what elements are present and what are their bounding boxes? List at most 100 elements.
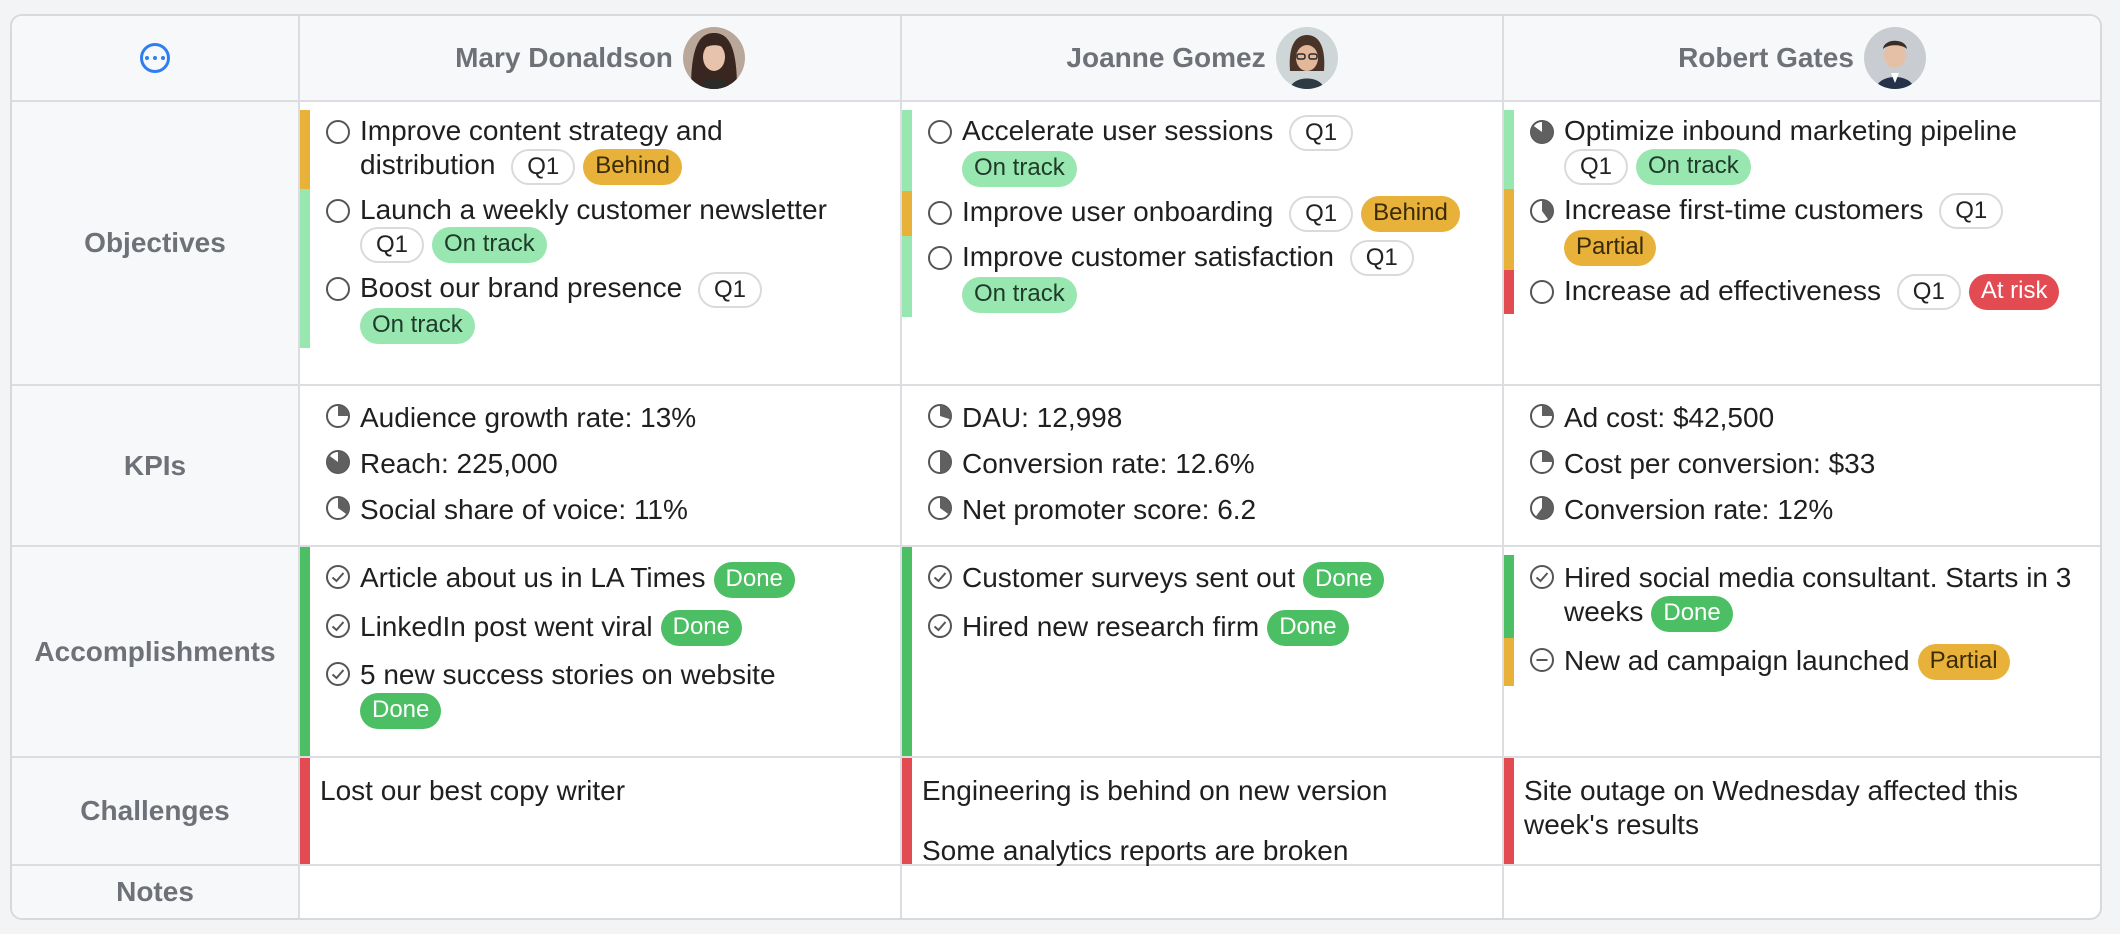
notes-cell-0[interactable]	[300, 866, 902, 918]
empty-circle-icon[interactable]	[324, 118, 352, 146]
quarter-badge[interactable]: Q1	[1896, 274, 1961, 311]
accomplishment-item[interactable]: New ad campaign launched Partial	[1504, 637, 2090, 687]
kpi-item[interactable]: Ad cost: $42,500	[1518, 394, 2090, 440]
accomplishment-item[interactable]: Hired new research firm Done	[902, 603, 1492, 653]
accomplishments-cell-0: Article about us in LA Times Done LinkedI…	[300, 547, 902, 758]
progress-pie-icon[interactable]	[926, 402, 954, 430]
kpi-item[interactable]: Audience growth rate: 13%	[314, 394, 890, 440]
accomplishment-text: LinkedIn post went viral	[360, 610, 653, 642]
kpi-item[interactable]: Conversion rate: 12%	[1518, 486, 2090, 532]
avatar[interactable]	[682, 27, 745, 89]
status-badge[interactable]: On track	[1636, 148, 1751, 185]
quarter-badge[interactable]: Q1	[360, 227, 425, 264]
accomplishment-text: 5 new success stories on website	[360, 659, 776, 691]
objective-item[interactable]: Increase ad effectiveness Q1 At risk	[1504, 269, 2090, 315]
status-badge[interactable]: On track	[432, 227, 547, 264]
check-circle-icon[interactable]	[324, 660, 352, 688]
status-badge[interactable]: Partial	[1564, 229, 1657, 266]
check-circle-icon[interactable]	[324, 612, 352, 640]
challenge-item[interactable]: Lost our best copy writer	[300, 770, 890, 812]
objective-item[interactable]: Improve user onboarding Q1 Behind	[902, 191, 1492, 236]
check-circle-icon[interactable]	[926, 563, 954, 591]
quarter-badge[interactable]: Q1	[1564, 148, 1629, 185]
challenge-item[interactable]: Engineering is behind on new version	[902, 770, 1492, 812]
status-bar	[902, 758, 912, 864]
objective-text: Improve user onboarding	[962, 196, 1274, 228]
objective-item[interactable]: Improve content strategy and distribution…	[300, 110, 890, 189]
status-bar	[902, 555, 912, 604]
progress-pie-icon[interactable]	[926, 448, 954, 476]
empty-circle-icon[interactable]	[926, 244, 954, 272]
objective-text: Accelerate user sessions	[962, 115, 1274, 146]
progress-pie-icon[interactable]	[1528, 494, 1556, 522]
progress-pie-icon[interactable]	[324, 494, 352, 522]
empty-circle-icon[interactable]	[324, 275, 352, 303]
status-badge[interactable]: Done	[360, 692, 442, 729]
notes-cell-1[interactable]	[902, 866, 1504, 918]
status-badge[interactable]: Behind	[1361, 195, 1460, 232]
status-bar	[902, 235, 912, 318]
notes-cell-2[interactable]	[1504, 866, 2100, 918]
status-badge[interactable]: Behind	[583, 148, 682, 185]
empty-circle-icon[interactable]	[1528, 278, 1556, 306]
status-badge[interactable]: On track	[962, 277, 1077, 314]
progress-pie-icon[interactable]	[1528, 197, 1556, 225]
quarter-badge[interactable]: Q1	[1939, 193, 2004, 230]
avatar[interactable]	[1275, 27, 1338, 89]
status-badge[interactable]: At risk	[1968, 274, 2060, 311]
kpi-item[interactable]: Net promoter score: 6.2	[916, 486, 1492, 532]
status-badge[interactable]: Done	[660, 610, 742, 647]
quarter-badge[interactable]: Q1	[511, 148, 576, 185]
empty-circle-icon[interactable]	[926, 199, 954, 227]
check-circle-icon[interactable]	[324, 563, 352, 591]
kpi-item[interactable]: Reach: 225,000	[314, 440, 890, 486]
accomplishment-item[interactable]: Article about us in LA Times Done	[300, 555, 890, 604]
objective-item[interactable]: Accelerate user sessions Q1 On track	[902, 110, 1492, 192]
objective-item[interactable]: Boost our brand presence Q1 On track	[300, 267, 890, 349]
accomplishment-text: Customer surveys sent out	[962, 562, 1296, 593]
status-badge[interactable]: On track	[962, 151, 1077, 188]
kpi-item[interactable]: Conversion rate: 12.6%	[916, 440, 1492, 486]
accomplishment-item[interactable]: LinkedIn post went viral Done	[300, 603, 890, 653]
kpi-item[interactable]: Cost per conversion: $33	[1518, 440, 2090, 486]
check-circle-icon[interactable]	[1528, 563, 1556, 591]
status-badge[interactable]: Done	[1303, 561, 1385, 598]
challenges-cell-0: Lost our best copy writer	[300, 758, 902, 866]
quarter-badge[interactable]: Q1	[1289, 114, 1354, 151]
kpi-item[interactable]: DAU: 12,998	[916, 394, 1492, 440]
status-badge[interactable]: Partial	[1917, 644, 2010, 681]
empty-circle-icon[interactable]	[926, 118, 954, 146]
objective-item[interactable]: Launch a weekly customer newsletter Q1 On…	[300, 188, 890, 268]
accomplishment-item[interactable]: 5 new success stories on website Done	[300, 652, 890, 735]
objective-text: distribution	[360, 149, 496, 180]
kpi-item[interactable]: Social share of voice: 11%	[314, 486, 890, 532]
status-badge[interactable]: Done	[1651, 595, 1733, 632]
challenge-item[interactable]: Site outage on Wednesday affected this w…	[1504, 770, 2090, 846]
progress-pie-icon[interactable]	[1528, 402, 1556, 430]
progress-pie-icon[interactable]	[324, 448, 352, 476]
objective-text: Increase first-time customers	[1564, 193, 1924, 225]
avatar[interactable]	[1863, 27, 1926, 89]
status-bar	[1504, 758, 1514, 864]
quarter-badge[interactable]: Q1	[1349, 240, 1414, 277]
progress-pie-icon[interactable]	[324, 402, 352, 430]
progress-pie-icon[interactable]	[1528, 448, 1556, 476]
check-circle-icon[interactable]	[926, 612, 954, 640]
objective-item[interactable]: Optimize inbound marketing pipeline Q1 On…	[1504, 110, 2090, 189]
quarter-badge[interactable]: Q1	[698, 271, 763, 308]
progress-pie-icon[interactable]	[1528, 118, 1556, 146]
objective-item[interactable]: Improve customer satisfaction Q1 On track	[902, 235, 1492, 318]
status-bar	[300, 267, 310, 349]
accomplishment-item[interactable]: Hired social media consultant. Starts in…	[1504, 555, 2090, 638]
minus-circle-icon[interactable]	[1528, 646, 1556, 674]
challenge-item[interactable]: Some analytics reports are broken	[902, 830, 1492, 872]
status-badge[interactable]: Done	[713, 561, 795, 598]
status-badge[interactable]: Done	[1267, 610, 1349, 647]
accomplishment-item[interactable]: Customer surveys sent out Done	[902, 555, 1492, 604]
progress-pie-icon[interactable]	[926, 494, 954, 522]
objective-item[interactable]: Increase first-time customers Q1 Partial	[1504, 188, 2090, 270]
empty-circle-icon[interactable]	[324, 197, 352, 225]
more-options-icon[interactable]	[140, 43, 170, 73]
status-badge[interactable]: On track	[360, 308, 475, 345]
quarter-badge[interactable]: Q1	[1289, 195, 1354, 232]
